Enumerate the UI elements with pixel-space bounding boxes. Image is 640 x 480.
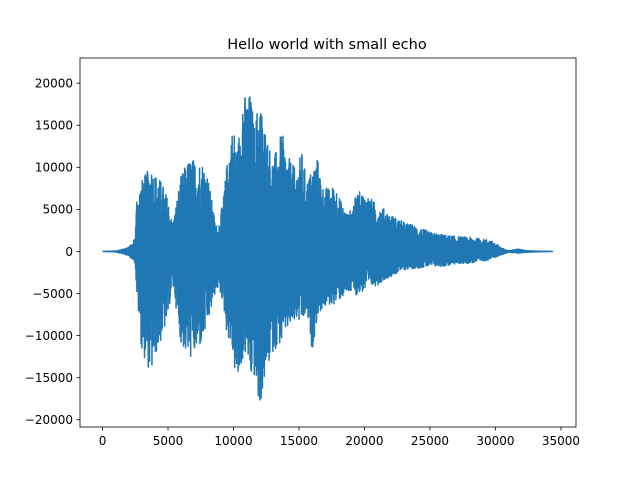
x-tick-label: 5000 [153, 434, 184, 448]
x-axis: 0 5000 10000 15000 20000 25000 30000 35000 [99, 427, 580, 448]
x-tick-label: 15000 [280, 434, 318, 448]
chart-title: Hello world with small echo [227, 37, 427, 53]
x-tick-label: 20000 [345, 434, 383, 448]
y-tick-label: 15000 [35, 119, 73, 133]
y-axis: −20000 −15000 −10000 −5000 0 5000 10000 15000 20… [25, 76, 80, 427]
x-tick-label: 25000 [411, 434, 449, 448]
y-tick-label: 20000 [35, 76, 73, 90]
y-tick-label: −20000 [25, 413, 73, 427]
y-tick-label: 0 [65, 245, 73, 259]
waveform-series-line [101, 96, 554, 401]
y-tick-label: −5000 [32, 287, 73, 301]
axes-frame [79, 57, 577, 428]
y-tick-label: 10000 [35, 161, 73, 175]
y-tick-label: −10000 [25, 329, 73, 343]
y-tick-label: −15000 [25, 371, 73, 385]
x-tick-label: 10000 [214, 434, 252, 448]
x-tick-label: 35000 [542, 434, 580, 448]
x-tick-label: 30000 [476, 434, 514, 448]
x-tick-label: 0 [99, 434, 107, 448]
y-tick-label: 5000 [42, 203, 73, 217]
plot-area [101, 96, 554, 401]
